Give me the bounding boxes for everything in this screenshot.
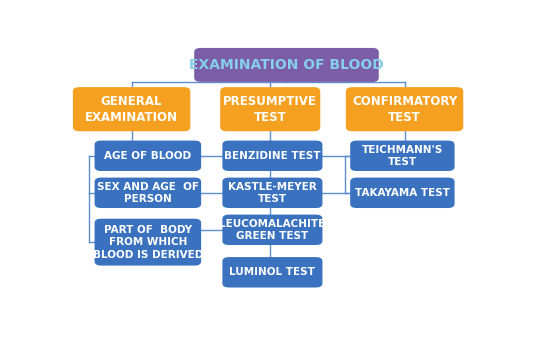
FancyBboxPatch shape <box>194 48 379 82</box>
Text: SEX AND AGE  OF
PERSON: SEX AND AGE OF PERSON <box>97 182 199 204</box>
Text: EXAMINATION OF BLOOD: EXAMINATION OF BLOOD <box>189 58 384 72</box>
FancyBboxPatch shape <box>350 141 454 171</box>
FancyBboxPatch shape <box>350 178 454 208</box>
Text: LEUCOMALACHITE
GREEN TEST: LEUCOMALACHITE GREEN TEST <box>219 219 325 241</box>
FancyBboxPatch shape <box>94 141 201 171</box>
Text: GENERAL
EXAMINATION: GENERAL EXAMINATION <box>85 95 178 124</box>
Text: BENZIDINE TEST: BENZIDINE TEST <box>224 151 321 161</box>
FancyBboxPatch shape <box>94 219 201 266</box>
Text: LUMINOL TEST: LUMINOL TEST <box>230 267 315 277</box>
Text: PART OF  BODY
FROM WHICH
BLOOD IS DERIVED: PART OF BODY FROM WHICH BLOOD IS DERIVED <box>93 225 203 260</box>
FancyBboxPatch shape <box>222 257 323 288</box>
Text: KASTLE-MEYER
TEST: KASTLE-MEYER TEST <box>228 182 317 204</box>
Text: TAKAYAMA TEST: TAKAYAMA TEST <box>355 188 450 198</box>
Text: TEICHMANN'S
TEST: TEICHMANN'S TEST <box>362 145 443 167</box>
Text: CONFIRMATORY
TEST: CONFIRMATORY TEST <box>352 95 457 124</box>
FancyBboxPatch shape <box>346 87 463 131</box>
FancyBboxPatch shape <box>73 87 190 131</box>
Text: AGE OF BLOOD: AGE OF BLOOD <box>105 151 191 161</box>
FancyBboxPatch shape <box>222 141 323 171</box>
Text: PRESUMPTIVE
TEST: PRESUMPTIVE TEST <box>223 95 317 124</box>
FancyBboxPatch shape <box>94 178 201 208</box>
FancyBboxPatch shape <box>220 87 320 131</box>
FancyBboxPatch shape <box>222 178 323 208</box>
FancyBboxPatch shape <box>222 215 323 245</box>
